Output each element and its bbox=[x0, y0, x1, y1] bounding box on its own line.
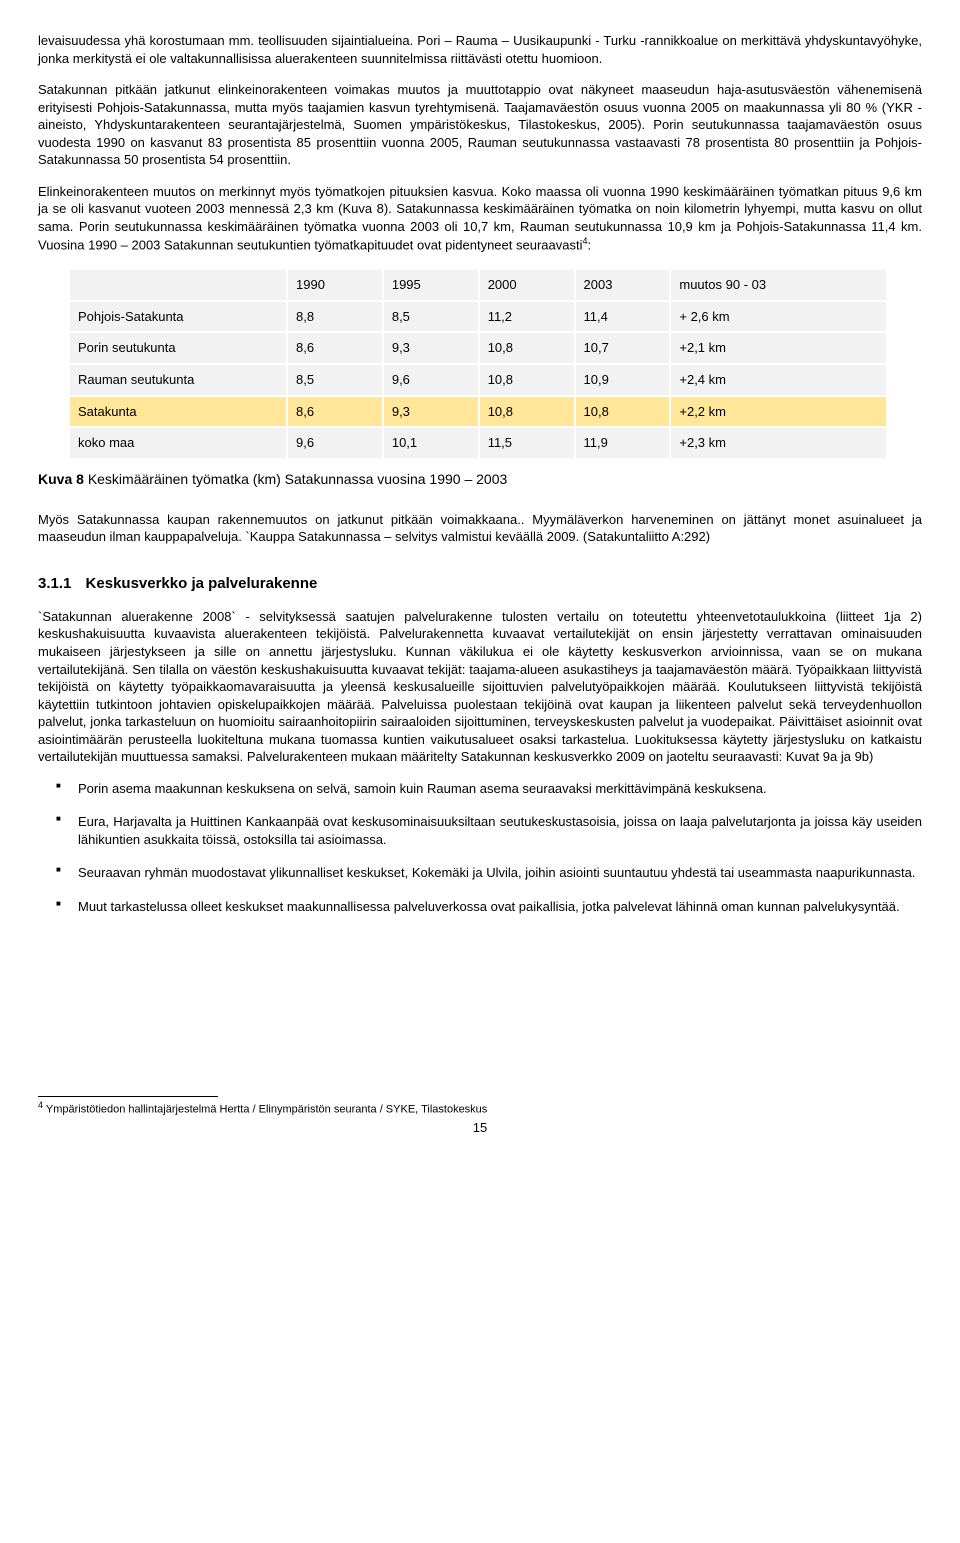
list-item: Muut tarkastelussa olleet keskukset maak… bbox=[56, 898, 922, 916]
table-cell: 10,8 bbox=[576, 397, 670, 427]
list-item: Eura, Harjavalta ja Huittinen Kankaanpää… bbox=[56, 813, 922, 848]
footnote-text: Ympäristötiedon hallintajärjestelmä Hert… bbox=[46, 1103, 487, 1115]
table-row: Pohjois-Satakunta8,88,511,211,4+ 2,6 km bbox=[70, 302, 886, 332]
table-cell: 10,8 bbox=[480, 397, 574, 427]
table-cell: +2,4 km bbox=[671, 365, 886, 395]
footnote: 4 Ympäristötiedon hallintajärjestelmä He… bbox=[38, 1099, 922, 1118]
table-header: 2003 bbox=[576, 270, 670, 300]
table-cell: 8,6 bbox=[288, 333, 382, 363]
table-cell: 8,5 bbox=[384, 302, 478, 332]
table-row: Rauman seutukunta8,59,610,810,9+2,4 km bbox=[70, 365, 886, 395]
table-cell: + 2,6 km bbox=[671, 302, 886, 332]
figure-caption: Kuva 8 Keskimääräinen työmatka (km) Sata… bbox=[38, 470, 922, 489]
table-row: Satakunta8,69,310,810,8+2,2 km bbox=[70, 397, 886, 427]
table-cell: 10,7 bbox=[576, 333, 670, 363]
table-cell: 10,1 bbox=[384, 428, 478, 458]
table-cell: 11,9 bbox=[576, 428, 670, 458]
section-heading: 3.1.1 Keskusverkko ja palvelurakenne bbox=[38, 574, 922, 594]
table-cell: 10,8 bbox=[480, 365, 574, 395]
table-cell: 11,2 bbox=[480, 302, 574, 332]
footnote-separator bbox=[38, 1096, 218, 1097]
commute-table: 1990 1995 2000 2003 muutos 90 - 03 Pohjo… bbox=[68, 268, 888, 459]
table-header: muutos 90 - 03 bbox=[671, 270, 886, 300]
paragraph: Myös Satakunnassa kaupan rakennemuutos o… bbox=[38, 511, 922, 546]
list-item: Seuraavan ryhmän muodostavat ylikunnalli… bbox=[56, 864, 922, 882]
footnote-marker: 4 bbox=[38, 1100, 43, 1110]
section-title: Keskusverkko ja palvelurakenne bbox=[86, 575, 318, 592]
paragraph-text: : bbox=[587, 238, 591, 253]
table-cell: +2,1 km bbox=[671, 333, 886, 363]
table-cell: Porin seutukunta bbox=[70, 333, 286, 363]
list-item: Porin asema maakunnan keskuksena on selv… bbox=[56, 780, 922, 798]
table-cell: +2,2 km bbox=[671, 397, 886, 427]
table-header: 1990 bbox=[288, 270, 382, 300]
table-cell: +2,3 km bbox=[671, 428, 886, 458]
table-cell: 8,8 bbox=[288, 302, 382, 332]
paragraph: levaisuudessa yhä korostumaan mm. teolli… bbox=[38, 32, 922, 67]
table-row: Porin seutukunta8,69,310,810,7+2,1 km bbox=[70, 333, 886, 363]
table-cell: 11,4 bbox=[576, 302, 670, 332]
table-cell: 9,6 bbox=[384, 365, 478, 395]
table-header-row: 1990 1995 2000 2003 muutos 90 - 03 bbox=[70, 270, 886, 300]
table-cell: 10,9 bbox=[576, 365, 670, 395]
paragraph: Elinkeinorakenteen muutos on merkinnyt m… bbox=[38, 183, 922, 255]
table-row: koko maa9,610,111,511,9+2,3 km bbox=[70, 428, 886, 458]
table-cell: 9,6 bbox=[288, 428, 382, 458]
table-cell: Rauman seutukunta bbox=[70, 365, 286, 395]
caption-text: Keskimääräinen työmatka (km) Satakunnass… bbox=[88, 471, 507, 487]
table-header bbox=[70, 270, 286, 300]
table-header: 1995 bbox=[384, 270, 478, 300]
table-cell: 8,5 bbox=[288, 365, 382, 395]
table-cell: 9,3 bbox=[384, 333, 478, 363]
section-number: 3.1.1 bbox=[38, 575, 71, 592]
paragraph-text: Elinkeinorakenteen muutos on merkinnyt m… bbox=[38, 184, 922, 253]
table-cell: koko maa bbox=[70, 428, 286, 458]
table-cell: 8,6 bbox=[288, 397, 382, 427]
paragraph: Satakunnan pitkään jatkunut elinkeinorak… bbox=[38, 81, 922, 169]
table-cell: 9,3 bbox=[384, 397, 478, 427]
page-number: 15 bbox=[38, 1119, 922, 1137]
table-cell: 11,5 bbox=[480, 428, 574, 458]
bullet-list: Porin asema maakunnan keskuksena on selv… bbox=[56, 780, 922, 916]
caption-label: Kuva 8 bbox=[38, 471, 84, 487]
table-cell: Pohjois-Satakunta bbox=[70, 302, 286, 332]
table-cell: 10,8 bbox=[480, 333, 574, 363]
table-cell: Satakunta bbox=[70, 397, 286, 427]
paragraph: `Satakunnan aluerakenne 2008` - selvityk… bbox=[38, 608, 922, 766]
table-header: 2000 bbox=[480, 270, 574, 300]
